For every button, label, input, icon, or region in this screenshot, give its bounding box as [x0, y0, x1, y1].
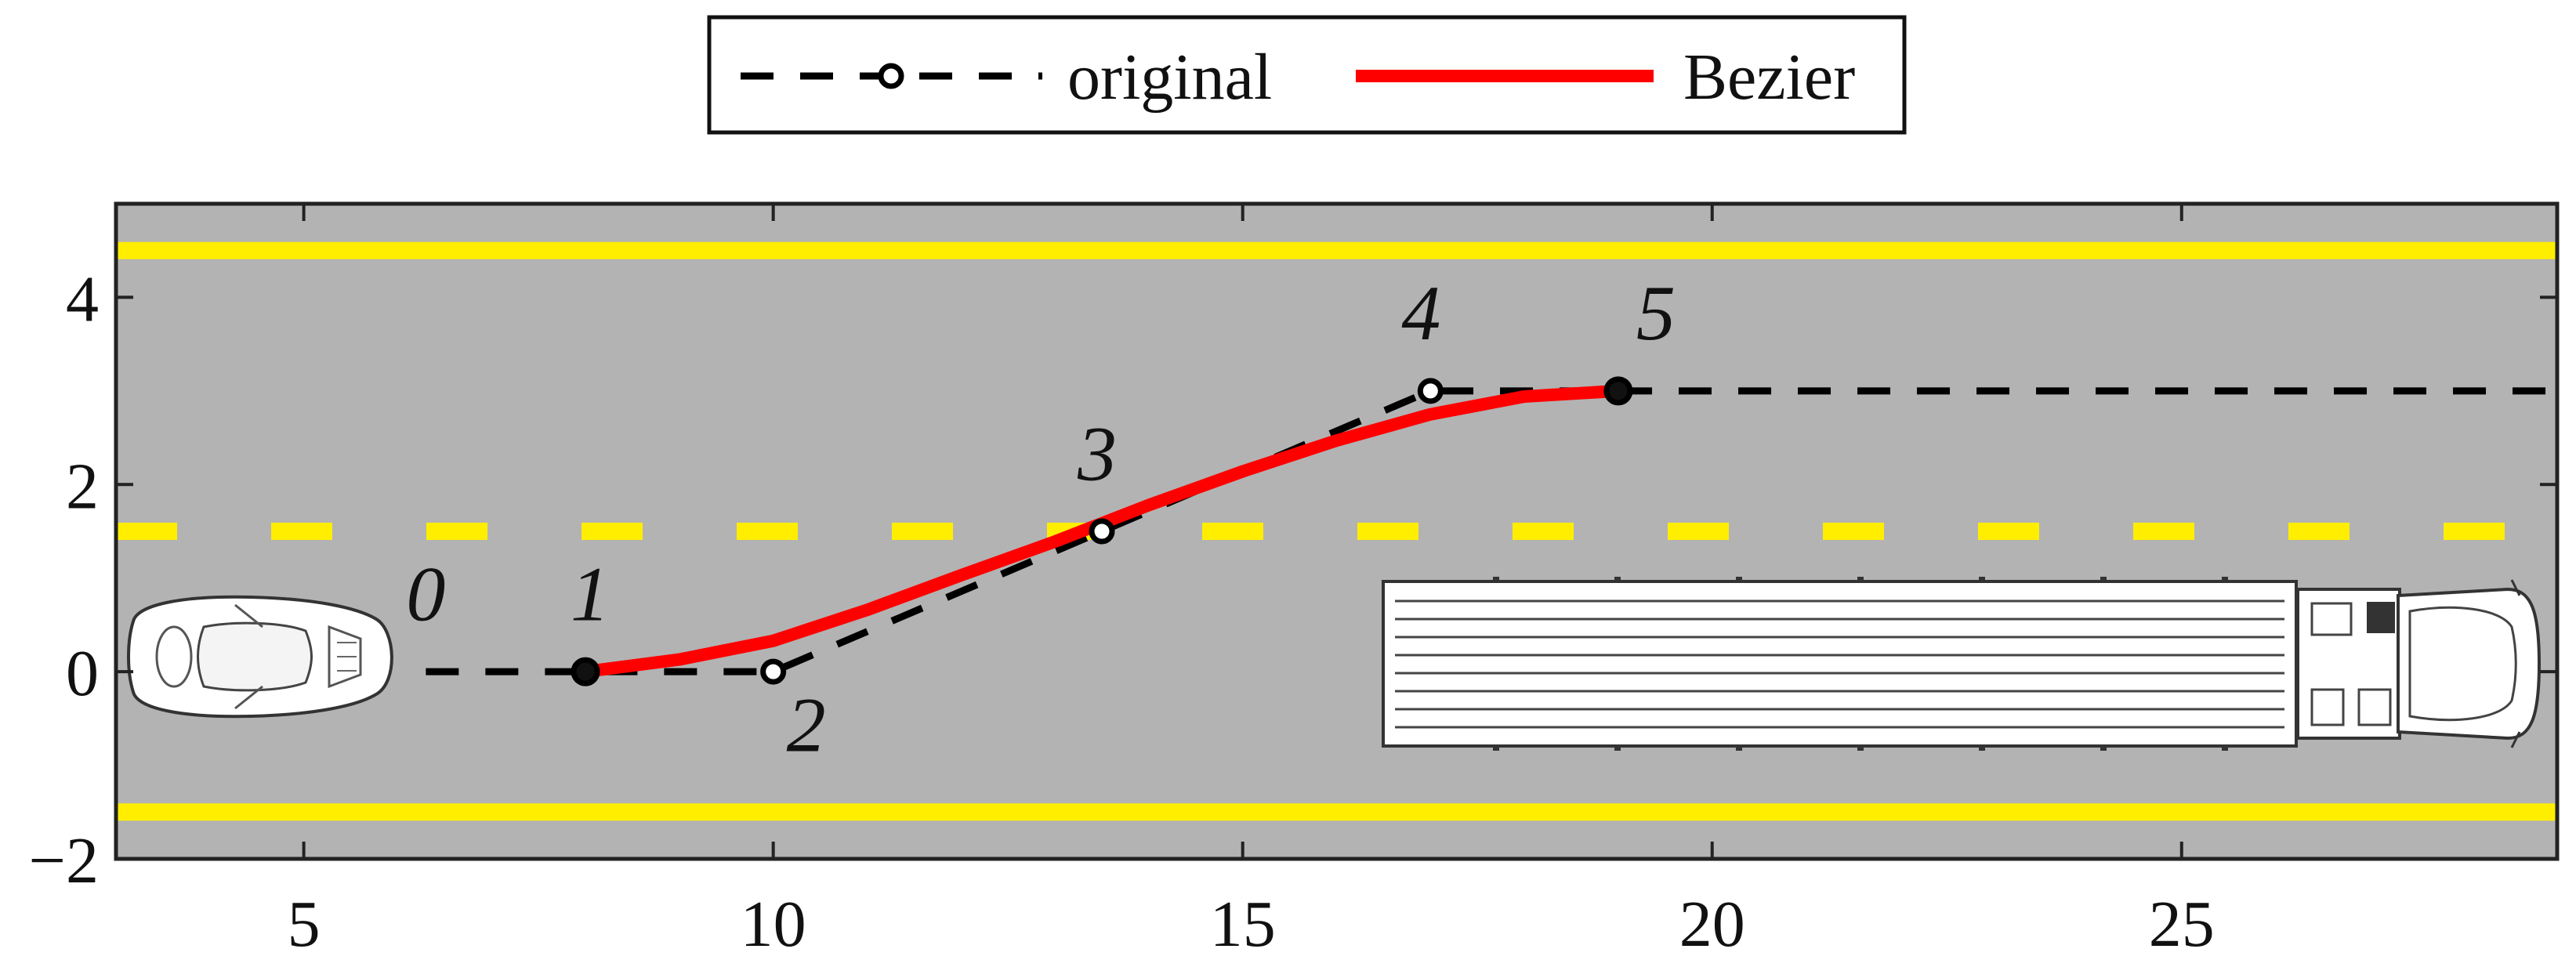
- y-tick-label: −2: [29, 824, 99, 897]
- legend-box: [707, 15, 1907, 135]
- series-layer: [426, 376, 2557, 686]
- point-label-2: 2: [787, 682, 826, 769]
- x-tick-label: 10: [741, 888, 806, 961]
- point-label-1: 1: [571, 550, 610, 637]
- control-point-marker: [760, 658, 787, 685]
- sports-car-icon: [127, 595, 393, 719]
- point-label-5: 5: [1636, 270, 1676, 357]
- legend: original Bezier: [707, 15, 1907, 135]
- y-tick-label: 4: [66, 263, 99, 335]
- x-tick-label: 15: [1210, 888, 1276, 961]
- point-label-0: 0: [406, 550, 445, 637]
- y-tick-label: 0: [66, 637, 99, 710]
- plot-frame: [114, 201, 2560, 861]
- control-point-marker: [1089, 518, 1115, 545]
- point-labels: 0 1 2 3 4 5: [406, 270, 1675, 768]
- semi-truck-icon: [1382, 577, 2542, 751]
- legend-original-label: original: [1067, 41, 1272, 114]
- x-tick-label: 25: [2149, 888, 2215, 961]
- x-tick-label: 5: [288, 888, 321, 961]
- control-point-marker: [1603, 376, 1633, 406]
- lane-lines: [116, 241, 2557, 821]
- legend-original-sample: [741, 63, 1042, 89]
- legend-bezier-label: Bezier: [1683, 41, 1855, 114]
- control-point-marker: [1417, 378, 1444, 404]
- control-point-marker: [571, 657, 600, 686]
- plot-area: 0 1 2 3 4 5: [114, 201, 2560, 861]
- x-tick-label: 20: [1679, 888, 1745, 961]
- point-label-4: 4: [1401, 270, 1440, 357]
- y-tick-label: 2: [66, 450, 99, 523]
- point-label-3: 3: [1077, 410, 1117, 497]
